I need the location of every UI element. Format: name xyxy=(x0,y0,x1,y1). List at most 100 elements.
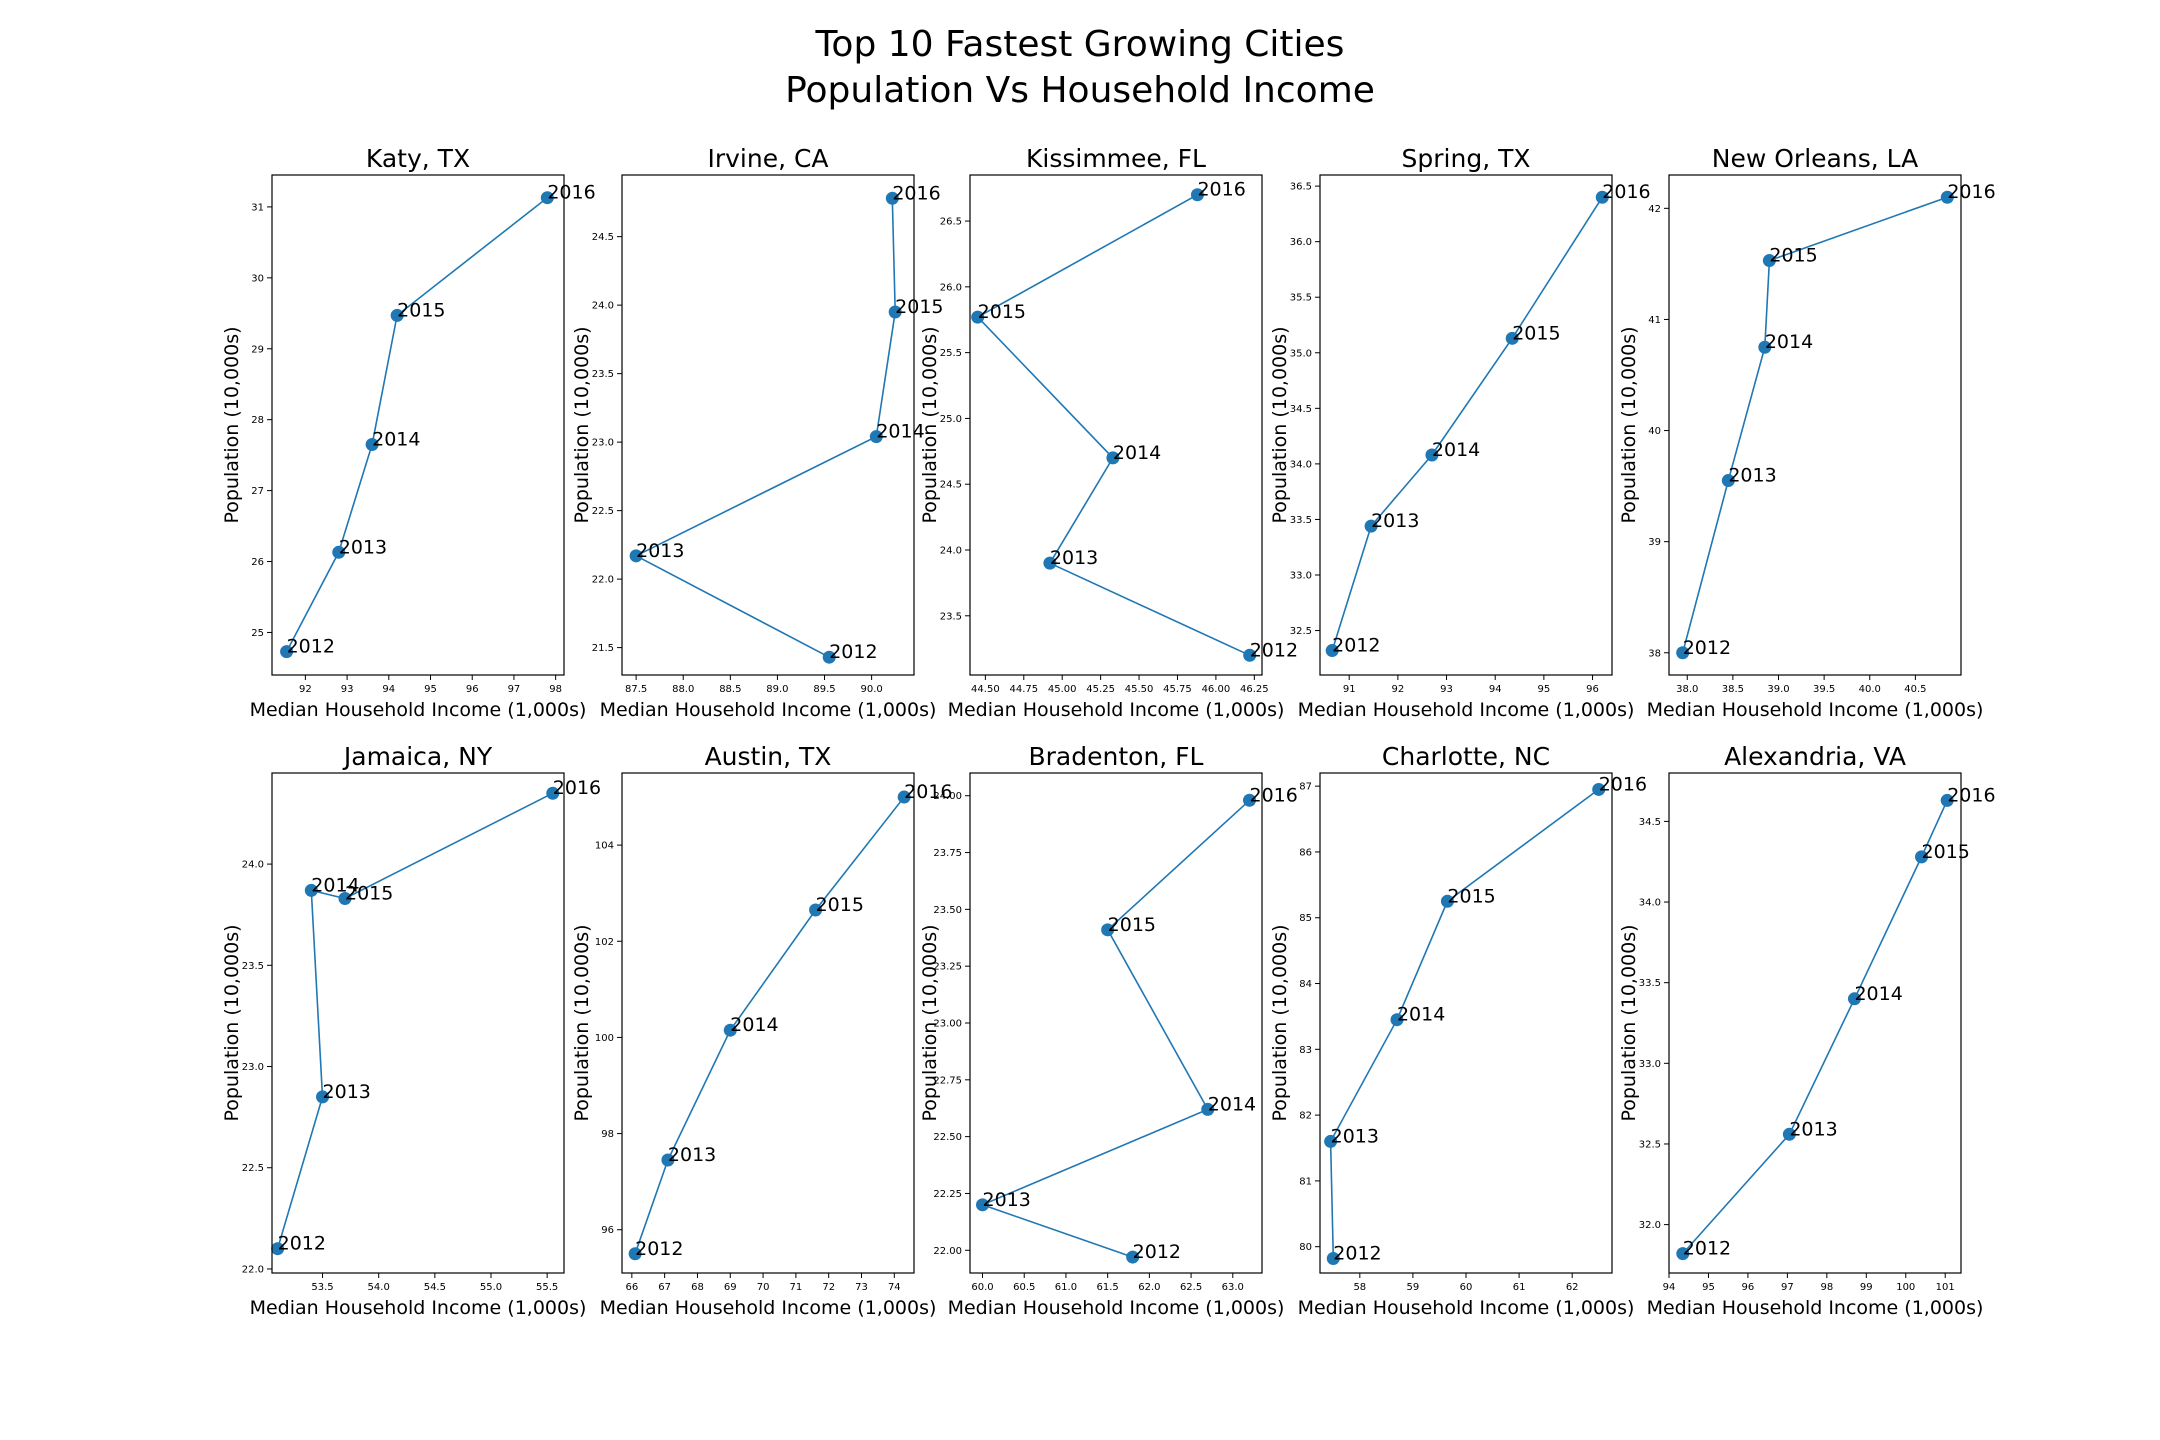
y-axis-label: Population (10,000s) xyxy=(919,924,941,1121)
data-point-2015 xyxy=(338,892,352,906)
y-tick-label: 41 xyxy=(1648,315,1661,326)
point-label-2012: 2012 xyxy=(278,1233,326,1255)
y-tick-label: 24.0 xyxy=(592,301,614,312)
point-label-2013: 2013 xyxy=(1728,465,1776,487)
series-line xyxy=(285,197,548,652)
x-tick-label: 60.5 xyxy=(1013,1282,1035,1293)
data-point-2014 xyxy=(1847,992,1861,1006)
x-tick-label: 62 xyxy=(1566,1282,1579,1293)
point-label-2013: 2013 xyxy=(668,1144,716,1166)
subplot-title: Spring, TX xyxy=(1402,144,1531,173)
axes-frame xyxy=(1668,174,1962,676)
point-label-2015: 2015 xyxy=(978,301,1026,323)
subplot-title: Austin, TX xyxy=(705,742,832,771)
x-tick-label: 44.50 xyxy=(971,684,1000,695)
y-tick-label: 102 xyxy=(595,937,614,948)
figure-title: Top 10 Fastest Growing Cities Population… xyxy=(0,22,2160,114)
point-label-2015: 2015 xyxy=(1769,245,1817,267)
y-tick-label: 100 xyxy=(595,1033,614,1044)
data-point-2012 xyxy=(628,1247,642,1261)
data-point-2013 xyxy=(1721,474,1735,488)
point-label-2013: 2013 xyxy=(983,1189,1031,1211)
point-label-2012: 2012 xyxy=(1683,1238,1731,1260)
y-tick-label: 25 xyxy=(251,628,264,639)
series-line xyxy=(1331,196,1603,651)
y-axis-label: Population (10,000s) xyxy=(919,326,941,523)
y-tick-label: 22.50 xyxy=(933,1132,962,1143)
axes-frame xyxy=(1668,772,1962,1274)
x-tick-label: 70 xyxy=(757,1282,770,1293)
x-tick-label: 39.5 xyxy=(1813,684,1835,695)
point-label-2016: 2016 xyxy=(1947,784,1995,806)
y-tick-label: 104 xyxy=(595,841,614,852)
subplot-3: Spring, TX 2012 2013 2014 2015 2016 91 92 93 94 95… xyxy=(1269,144,1651,721)
y-tick-label: 32.5 xyxy=(1290,626,1312,637)
x-tick-label: 60 xyxy=(1460,1282,1473,1293)
x-tick-label: 87.5 xyxy=(625,684,647,695)
point-label-2013: 2013 xyxy=(1050,547,1098,569)
y-tick-label: 24.5 xyxy=(592,232,614,243)
point-label-2015: 2015 xyxy=(816,894,864,916)
point-label-2014: 2014 xyxy=(1208,1093,1256,1115)
x-tick-label: 66 xyxy=(625,1282,638,1293)
data-point-2014 xyxy=(1425,448,1439,462)
axes-frame xyxy=(1319,174,1613,676)
x-tick-label: 53.5 xyxy=(311,1282,333,1293)
x-tick-label: 101 xyxy=(1936,1282,1955,1293)
data-point-2013 xyxy=(1782,1127,1796,1141)
x-tick-label: 91 xyxy=(1343,684,1356,695)
y-tick-label: 34.0 xyxy=(1639,898,1661,909)
y-tick-label: 22.5 xyxy=(242,1163,264,1174)
y-tick-label: 23.75 xyxy=(933,848,962,859)
y-tick-label: 21.5 xyxy=(592,643,614,654)
series-line xyxy=(1329,788,1600,1259)
y-tick-label: 35.5 xyxy=(1290,293,1312,304)
y-tick-label: 83 xyxy=(1299,1045,1312,1056)
point-label-2015: 2015 xyxy=(895,296,943,318)
x-tick-label: 71 xyxy=(790,1282,803,1293)
y-tick-label: 24.00 xyxy=(933,791,962,802)
y-tick-label: 22.0 xyxy=(592,575,614,586)
data-point-2016 xyxy=(540,191,554,205)
x-tick-label: 39.0 xyxy=(1767,684,1789,695)
data-point-2013 xyxy=(316,1090,330,1104)
point-label-2016: 2016 xyxy=(904,781,952,803)
y-tick-label: 28 xyxy=(251,415,264,426)
y-tick-label: 26 xyxy=(251,557,264,568)
y-tick-label: 33.0 xyxy=(1639,1059,1661,1070)
data-point-2013 xyxy=(332,545,346,559)
point-label-2014: 2014 xyxy=(1765,331,1813,353)
x-tick-label: 72 xyxy=(822,1282,835,1293)
y-tick-label: 23.0 xyxy=(592,438,614,449)
x-tick-label: 45.50 xyxy=(1125,684,1154,695)
data-point-2014 xyxy=(304,883,318,897)
data-point-2014 xyxy=(1390,1013,1404,1027)
data-point-2016 xyxy=(1940,190,1954,204)
point-label-2015: 2015 xyxy=(1922,841,1970,863)
y-tick-label: 33.5 xyxy=(1290,515,1312,526)
subplot-2: Kissimmee, FL 2012 2013 2014 2015 2016 44.50 44… xyxy=(919,144,1298,721)
y-tick-label: 35.0 xyxy=(1290,348,1312,359)
point-label-2015: 2015 xyxy=(345,883,393,905)
data-point-2015 xyxy=(1505,331,1519,345)
y-tick-label: 23.25 xyxy=(933,962,962,973)
data-point-2014 xyxy=(869,430,883,444)
y-axis-label: Population (10,000s) xyxy=(221,326,243,523)
x-tick-label: 100 xyxy=(1896,1282,1915,1293)
data-point-2015 xyxy=(1101,923,1115,937)
x-axis-label: Median Household Income (1,000s) xyxy=(948,699,1285,721)
data-point-2016 xyxy=(1940,793,1954,807)
point-label-2013: 2013 xyxy=(323,1081,371,1103)
series-line xyxy=(634,198,897,658)
y-tick-label: 38 xyxy=(1648,648,1661,659)
y-tick-label: 22.0 xyxy=(242,1264,264,1275)
point-label-2014: 2014 xyxy=(1397,1004,1445,1026)
subplot-0: Katy, TX 2012 2013 2014 2015 2016 92 93 94 95 96 97… xyxy=(221,144,596,721)
subplot-1: Irvine, CA 2012 2013 2014 2015 2016 87.5 88.0 88… xyxy=(571,144,944,721)
data-point-2013 xyxy=(976,1198,990,1212)
subplot-8: Charlotte, NC 2012 2013 2014 2015 2016 58 59 60 6… xyxy=(1269,742,1647,1319)
x-tick-label: 96 xyxy=(1586,684,1599,695)
y-tick-label: 23.00 xyxy=(933,1019,962,1030)
x-tick-label: 58 xyxy=(1353,1282,1366,1293)
x-tick-label: 88.0 xyxy=(672,684,694,695)
